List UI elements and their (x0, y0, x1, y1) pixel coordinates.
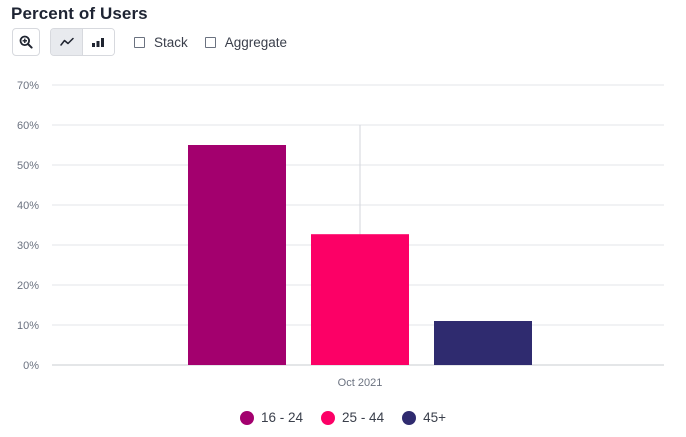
bar-45 (434, 321, 532, 365)
legend-swatch (240, 410, 255, 425)
y-axis-ticks: 0% 10% 20% 30% 40% 50% 60% 70% (17, 80, 39, 372)
bar-chart-icon (92, 38, 104, 47)
line-view-button[interactable] (51, 29, 82, 55)
y-tick-label: 10% (17, 320, 39, 332)
x-axis-ticks: Oct 2021 (338, 377, 383, 389)
legend-swatch (402, 410, 417, 425)
zoom-in-icon (19, 35, 33, 49)
bar-view-button[interactable] (82, 29, 114, 55)
legend-label: 45+ (423, 410, 446, 425)
aggregate-label: Aggregate (224, 34, 288, 50)
y-tick-label: 20% (17, 280, 39, 292)
stack-checkbox[interactable]: Stack (134, 35, 188, 50)
y-tick-label: 30% (17, 240, 39, 252)
y-tick-label: 0% (23, 360, 39, 372)
chart-type-toggle (50, 28, 115, 56)
aggregate-checkbox[interactable]: Aggregate (204, 34, 288, 50)
legend-item-16-24[interactable]: 16 - 24 (240, 410, 303, 425)
legend-item-45-plus[interactable]: 45+ (402, 410, 446, 425)
bar-16-24 (188, 145, 286, 365)
x-tick-label: Oct 2021 (338, 377, 383, 389)
stack-label: Stack (154, 34, 188, 50)
legend-item-25-44[interactable]: 25 - 44 (321, 410, 384, 425)
bars (188, 145, 532, 365)
stack-checkbox-box[interactable] (134, 36, 145, 48)
y-tick-label: 50% (17, 160, 39, 172)
y-tick-label: 60% (17, 120, 39, 132)
legend-label: 25 - 44 (342, 410, 385, 425)
y-tick-label: 40% (17, 200, 39, 212)
legend-swatch (321, 410, 336, 425)
aggregate-checkbox-box[interactable] (204, 36, 216, 48)
chart-legend: 16 - 24 25 - 44 45+ (0, 410, 686, 425)
bar-25-44 (311, 234, 409, 365)
legend-label: 16 - 24 (261, 410, 304, 425)
chart-toolbar: Stack Aggregate (12, 28, 287, 56)
y-tick-label: 70% (17, 80, 39, 92)
chart-title: Percent of Users (11, 4, 148, 23)
zoom-button[interactable] (12, 28, 40, 56)
line-chart-icon (59, 37, 74, 46)
